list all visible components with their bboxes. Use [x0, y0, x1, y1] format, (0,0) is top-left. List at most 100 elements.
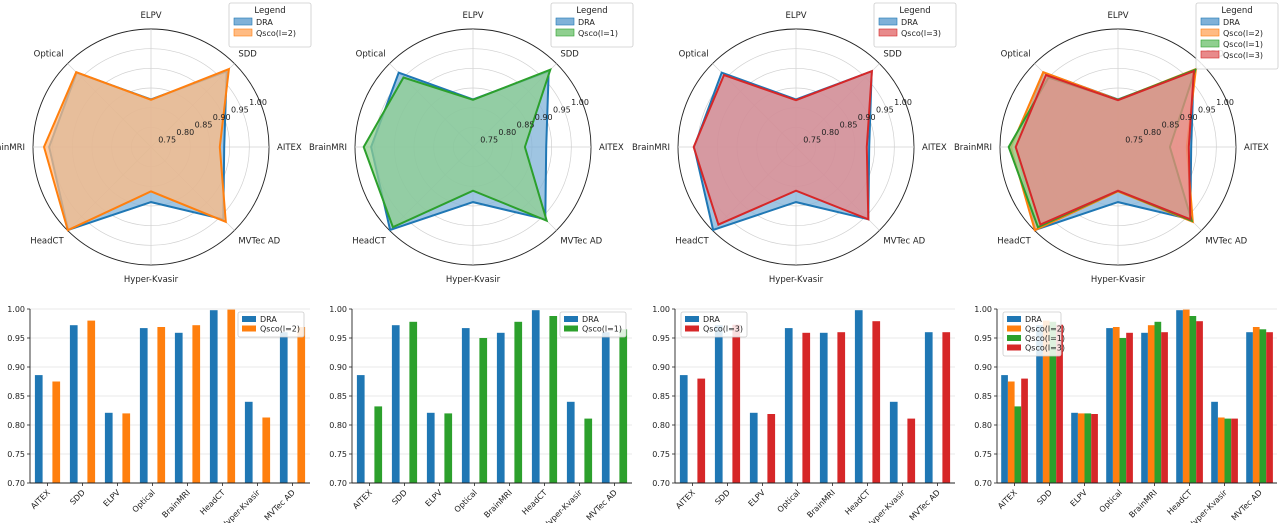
- x-tick-label: HeadCT: [520, 488, 549, 517]
- bar: [584, 418, 593, 483]
- radar-tick-label: 0.80: [821, 128, 839, 137]
- x-tick-label: Hyper-Kvasir: [864, 488, 907, 523]
- radar-tick-label: 0.80: [176, 128, 194, 137]
- legend-label: Qsco(l=2): [256, 29, 296, 38]
- legend-swatch: [878, 28, 898, 37]
- radar-series-2: [692, 69, 874, 226]
- bar: [549, 316, 558, 483]
- legend-title: Legend: [1221, 6, 1252, 16]
- legend-swatch: [1007, 316, 1021, 322]
- bar: [139, 328, 148, 483]
- bar: [1071, 412, 1078, 483]
- bar: [514, 321, 523, 483]
- bar: [767, 414, 776, 483]
- x-tick-label: MVTec AD: [585, 488, 619, 522]
- y-tick-label: 0.90: [652, 363, 670, 372]
- legend-swatch: [564, 325, 578, 332]
- x-tick-label: BrainMRI: [160, 488, 192, 520]
- bar: [52, 381, 61, 483]
- radar-tick-label: 1.00: [571, 98, 589, 107]
- bar: [1084, 413, 1092, 483]
- legend-label: DRA: [582, 315, 599, 324]
- x-tick-label: SDD: [390, 488, 409, 507]
- bar: [819, 332, 828, 483]
- legend-label: Qsco(l=1): [1223, 40, 1263, 49]
- bar: [69, 325, 78, 483]
- radar-category-label: BrainMRI: [309, 143, 347, 153]
- bar: [426, 412, 435, 483]
- x-tick-label: Hyper-Kvasir: [219, 488, 262, 523]
- bar: [87, 320, 96, 483]
- y-tick-label: 0.70: [329, 479, 347, 488]
- radar-tick-label: 0.85: [840, 120, 858, 129]
- radar-chart-1: 0.750.800.850.900.951.00 AITEX SDD ELPV Opti…: [0, 2, 312, 285]
- legend-label: Qsco(l=1): [582, 325, 622, 334]
- radar-category-label: Hyper-Kvasir: [446, 275, 501, 285]
- radar-category-label: ELPV: [140, 11, 161, 21]
- radar-tick-label: 0.95: [553, 105, 571, 114]
- bar: [1036, 325, 1043, 483]
- bar: [942, 332, 951, 483]
- bar: [297, 327, 306, 483]
- y-tick-label: 0.80: [7, 421, 25, 430]
- x-tick-label: Optical: [131, 488, 157, 514]
- bar: [1119, 338, 1127, 483]
- x-tick-label: Hyper-Kvasir: [1186, 488, 1229, 523]
- bar: [1106, 328, 1113, 483]
- legend-label: DRA: [260, 315, 277, 324]
- x-tick-label: BrainMRI: [805, 488, 837, 520]
- x-tick-label: SDD: [68, 488, 87, 507]
- bar: [157, 327, 166, 483]
- bar: [34, 375, 43, 483]
- bar: [479, 338, 488, 483]
- bar: [1042, 320, 1050, 483]
- legend-label: DRA: [1223, 18, 1240, 27]
- bar: [244, 401, 253, 483]
- radar-tick-label: 0.85: [1162, 120, 1180, 129]
- bar: [209, 310, 218, 483]
- legend-swatch: [564, 316, 578, 322]
- radar-tick-label: 0.90: [1180, 113, 1198, 122]
- y-tick-label: 0.85: [329, 392, 347, 401]
- bar: [1196, 321, 1203, 483]
- x-tick-label: ELPV: [747, 488, 768, 509]
- bar: [531, 310, 540, 483]
- x-tick-label: AITEX: [996, 488, 1019, 511]
- bar: [1266, 332, 1273, 483]
- bar: [1182, 309, 1190, 483]
- radar-category-label: MVTec AD: [883, 236, 925, 246]
- bar: [802, 332, 811, 483]
- radar-series-2: [42, 67, 231, 232]
- radar-category-label: MVTec AD: [560, 236, 602, 246]
- bar: [1246, 332, 1253, 483]
- legend-swatch: [1007, 344, 1021, 351]
- bar: [409, 321, 418, 483]
- legend-swatch: [242, 325, 256, 332]
- radar-category-label: SDD: [238, 50, 257, 60]
- legend-title: Legend: [254, 6, 285, 16]
- x-tick-label: MVTec AD: [263, 488, 297, 522]
- bar: [924, 332, 933, 483]
- radar-tick-label: 0.90: [535, 113, 553, 122]
- radar-category-label: HeadCT: [997, 236, 1031, 246]
- x-tick-label: Optical: [776, 488, 802, 514]
- x-tick-label: BrainMRI: [1127, 488, 1159, 520]
- bar: [1126, 332, 1133, 483]
- legend-label: Qsco(l=1): [1025, 334, 1065, 343]
- x-tick-label: ELPV: [102, 488, 123, 509]
- bar: [374, 406, 383, 483]
- y-tick-label: 0.95: [7, 334, 25, 343]
- y-tick-label: 0.75: [329, 450, 347, 459]
- bar: [1189, 316, 1197, 483]
- legend-swatch: [233, 17, 253, 26]
- legend-swatch: [233, 28, 253, 37]
- y-tick-label: 0.85: [7, 392, 25, 401]
- x-tick-label: HeadCT: [1165, 488, 1194, 517]
- bar: [1014, 406, 1022, 483]
- radar-category-label: HeadCT: [675, 236, 709, 246]
- bar: [714, 325, 723, 483]
- radar-category-label: AITEX: [922, 143, 947, 153]
- bar: [496, 332, 505, 483]
- radar-tick-label: 0.85: [195, 120, 213, 129]
- bar: [174, 332, 183, 483]
